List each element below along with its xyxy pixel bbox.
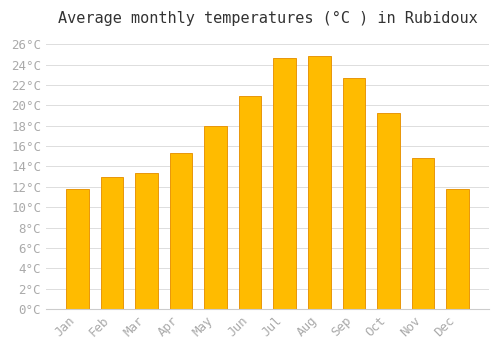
Bar bbox=[308, 56, 330, 309]
Bar bbox=[412, 158, 434, 309]
Bar bbox=[135, 173, 158, 309]
Bar bbox=[377, 113, 400, 309]
Title: Average monthly temperatures (°C ) in Rubidoux: Average monthly temperatures (°C ) in Ru… bbox=[58, 11, 478, 26]
Bar bbox=[100, 177, 123, 309]
Bar bbox=[274, 58, 296, 309]
Bar bbox=[342, 78, 365, 309]
Bar bbox=[204, 126, 227, 309]
Bar bbox=[170, 153, 192, 309]
Bar bbox=[239, 96, 262, 309]
Bar bbox=[66, 189, 88, 309]
Bar bbox=[446, 189, 469, 309]
